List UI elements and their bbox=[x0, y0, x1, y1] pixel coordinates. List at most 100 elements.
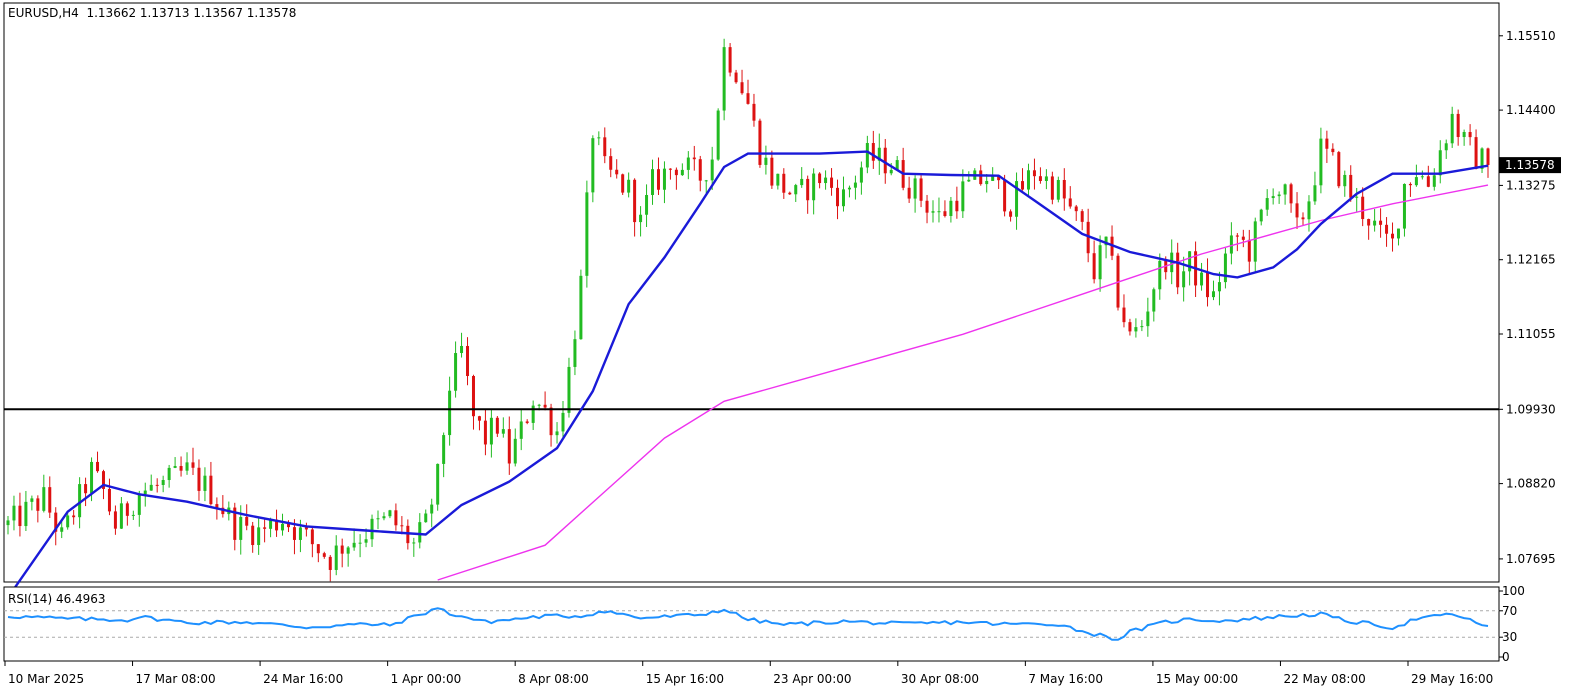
candle bbox=[1385, 217, 1389, 247]
candle bbox=[36, 495, 40, 523]
candle bbox=[573, 330, 577, 376]
candle bbox=[316, 544, 320, 563]
slow-moving-average-line bbox=[437, 184, 1489, 581]
candle bbox=[107, 478, 111, 516]
candle bbox=[1414, 164, 1418, 187]
candle bbox=[710, 146, 714, 190]
candle bbox=[782, 168, 786, 199]
candle bbox=[1337, 150, 1341, 189]
candle bbox=[113, 505, 117, 535]
candle bbox=[269, 517, 273, 538]
candle bbox=[1474, 129, 1478, 170]
time-tick-label: 24 Mar 16:00 bbox=[263, 672, 343, 686]
candle bbox=[1420, 170, 1424, 180]
candle bbox=[830, 168, 834, 196]
candle bbox=[281, 513, 285, 536]
candle bbox=[1140, 320, 1144, 332]
candle bbox=[1032, 158, 1036, 190]
price-panel: 1.15510 1.14400 1.13275 1.12165 1.11055 1.099… bbox=[3, 2, 1561, 599]
candle bbox=[859, 161, 863, 195]
candle bbox=[137, 490, 141, 527]
candle bbox=[1307, 195, 1311, 232]
candle bbox=[895, 156, 899, 171]
candle bbox=[1122, 294, 1126, 328]
candle bbox=[818, 172, 822, 189]
candle bbox=[919, 175, 923, 208]
candle bbox=[1158, 253, 1162, 300]
candle bbox=[54, 507, 58, 546]
rsi-tick-label: 0 bbox=[1502, 650, 1510, 664]
candle bbox=[1050, 171, 1054, 205]
candle bbox=[1325, 130, 1329, 163]
candle bbox=[1146, 297, 1150, 337]
candle bbox=[400, 516, 404, 535]
candle bbox=[913, 175, 917, 213]
candle bbox=[1068, 186, 1072, 209]
candle bbox=[752, 93, 756, 127]
candle bbox=[257, 517, 261, 555]
candle bbox=[340, 538, 344, 568]
candle bbox=[424, 509, 428, 523]
candle bbox=[1450, 106, 1454, 148]
candle bbox=[24, 490, 28, 532]
candle bbox=[716, 108, 720, 161]
candle bbox=[155, 478, 159, 493]
candle bbox=[519, 409, 523, 451]
candle bbox=[937, 197, 941, 223]
candle bbox=[1092, 240, 1096, 284]
candle bbox=[233, 502, 237, 551]
candle bbox=[245, 504, 249, 531]
candle bbox=[1301, 212, 1305, 225]
last-price-tag: 1.13578 bbox=[1499, 157, 1561, 174]
candle bbox=[609, 148, 613, 178]
candle bbox=[1277, 191, 1281, 204]
candle bbox=[806, 175, 810, 214]
price-tick-label: 1.14400 bbox=[1506, 103, 1556, 117]
candle bbox=[853, 175, 857, 200]
candle bbox=[454, 341, 458, 398]
candle bbox=[119, 497, 123, 529]
candle bbox=[251, 521, 255, 553]
rsi-axis: 100 70 30 0 bbox=[1499, 584, 1525, 664]
chart-header: EURUSD,H4 1.13662 1.13713 1.13567 1.1357… bbox=[8, 6, 296, 20]
time-tick-label: 15 Apr 16:00 bbox=[646, 672, 724, 686]
candle bbox=[1468, 124, 1472, 146]
candle bbox=[728, 43, 732, 77]
candle bbox=[651, 159, 655, 205]
candle bbox=[513, 428, 517, 467]
rsi-tick-label: 30 bbox=[1502, 630, 1517, 644]
time-tick-label: 22 May 08:00 bbox=[1283, 672, 1365, 686]
candle bbox=[1313, 171, 1317, 205]
candle bbox=[346, 546, 350, 567]
candle bbox=[1056, 176, 1060, 203]
candle bbox=[585, 180, 589, 288]
candle bbox=[1104, 236, 1108, 259]
candle bbox=[1044, 169, 1048, 190]
candle bbox=[931, 200, 935, 223]
candle bbox=[788, 191, 792, 195]
candle bbox=[179, 456, 183, 477]
candle bbox=[1247, 229, 1251, 276]
candle bbox=[442, 432, 446, 478]
candle bbox=[1295, 192, 1299, 229]
candle bbox=[704, 179, 708, 194]
candle bbox=[907, 176, 911, 203]
candle bbox=[877, 133, 881, 175]
price-panel-frame bbox=[3, 2, 1500, 583]
price-tick-label: 1.11055 bbox=[1506, 327, 1556, 341]
candle bbox=[96, 451, 100, 473]
candle bbox=[197, 459, 201, 501]
time-tick-label: 15 May 00:00 bbox=[1156, 672, 1238, 686]
candle bbox=[1480, 147, 1484, 173]
candle bbox=[185, 452, 189, 475]
candle bbox=[1319, 127, 1323, 194]
candle bbox=[203, 467, 207, 502]
candle bbox=[72, 509, 76, 525]
candle bbox=[477, 415, 481, 431]
candle bbox=[597, 131, 601, 146]
candle bbox=[800, 167, 804, 188]
candle bbox=[955, 186, 959, 219]
candle bbox=[1211, 280, 1215, 301]
candle bbox=[275, 509, 279, 537]
